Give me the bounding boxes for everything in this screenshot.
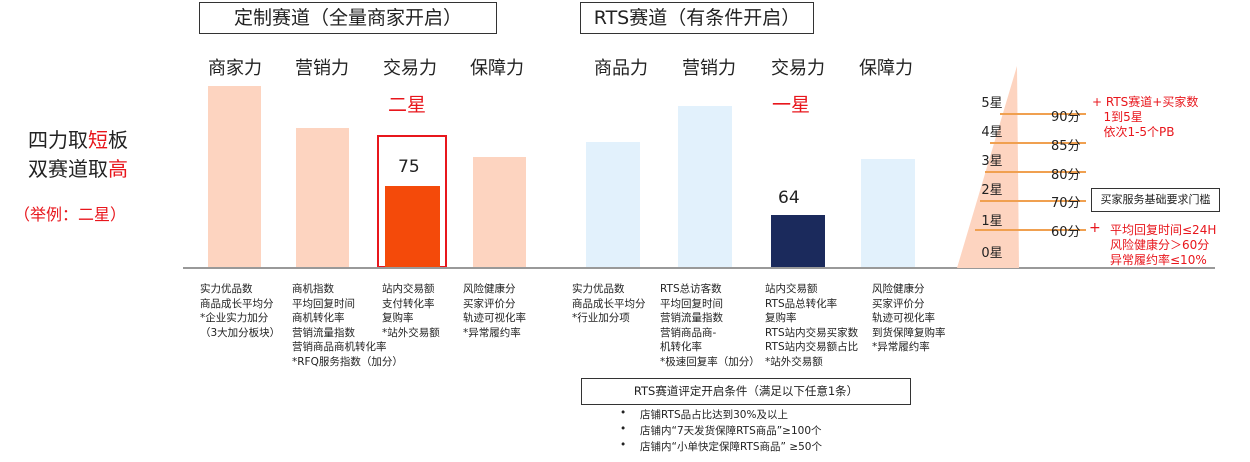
rts-bar-guarantee [861, 159, 915, 267]
star-level: 4星 [981, 125, 1003, 140]
score-level: 60分 [1051, 225, 1081, 240]
rts-metrics-guarantee: 风险健康分 买家评价分 轨迹可视化率 到货保障复购率 *异常履约率 [872, 283, 946, 353]
score-level: 85分 [1051, 139, 1081, 154]
baseline [183, 267, 1215, 269]
custom-bar-marketing [296, 128, 349, 267]
custom-metrics-trade: 站内交易额 支付转化率 复购率 *站外交易额 [382, 283, 440, 339]
custom-col-label: 营销力 [295, 58, 349, 79]
rts-bar-marketing [678, 106, 732, 267]
scale-tick [985, 171, 1086, 173]
rts-metrics-trade: 站内交易额 RTS品总转化率 复购率 RTS站内交易买家数 RTS站内交易额占比… [765, 283, 859, 368]
rts-metrics-marketing: RTS总访客数 平均回复时间 营销流量指数 营销商品商- 机转化率 *极速回复率… [660, 283, 760, 368]
scale-tick [975, 229, 1086, 231]
rts-bar-trade [771, 215, 825, 267]
rts-condition-item: 店铺RTS品占比达到30%及以上 [620, 407, 788, 422]
rts-highlight-value: 64 [778, 188, 800, 208]
rts-bonus-note: + RTS赛道+买家数 1到5星 依次1-5个PB [1092, 95, 1199, 139]
custom-bar-merchant [208, 86, 261, 267]
rts-metrics-product: 实力优品数 商品成长平均分 *行业加分项 [572, 283, 646, 324]
custom-metrics-marketing: 商机指数 平均回复时间 商机转化率 营销流量指数 营销商品商机转化率 *RFQ服… [292, 283, 403, 368]
scale-tick [990, 142, 1086, 144]
star-level: 5星 [981, 96, 1003, 111]
rts-track-title: RTS赛道（有条件开启） [580, 2, 814, 34]
custom-col-label: 保障力 [470, 58, 524, 79]
rts-condition-item: 店铺内“7天发货保障RTS商品”≥100个 [620, 423, 822, 438]
star-scale-triangle [957, 66, 1019, 268]
requirement-note: 平均回复时间≤24H 风险健康分＞60分 异常履约率≤10% [1110, 223, 1217, 267]
rts-col-label: 商品力 [594, 58, 648, 79]
custom-bar-trade [385, 186, 440, 267]
rts-col-label: 保障力 [859, 58, 913, 79]
custom-bar-guarantee [473, 157, 526, 267]
star-level: 2星 [981, 183, 1003, 198]
custom-star-label: 二星 [388, 94, 427, 116]
requirement-plus: + [1089, 220, 1101, 236]
custom-metrics-merchant: 实力优品数 商品成长平均分 *企业实力加分 （3大加分板块） [200, 283, 281, 339]
custom-metrics-guarantee: 风险健康分 买家评价分 轨迹可视化率 *异常履约率 [463, 283, 526, 339]
scale-tick [1000, 113, 1086, 115]
example-note: （举例：二星） [14, 205, 127, 224]
rts-col-label: 交易力 [771, 58, 825, 79]
custom-col-label: 商家力 [208, 58, 262, 79]
score-level: 80分 [1051, 168, 1081, 183]
rts-star-label: 一星 [772, 94, 811, 116]
rts-condition-box: RTS赛道评定开启条件（满足以下任意1条） [581, 378, 911, 405]
rts-condition-title: RTS赛道评定开启条件（满足以下任意1条） [633, 384, 859, 398]
rts-bar-product [586, 142, 640, 267]
threshold-label: 买家服务基础要求门槛 [1091, 188, 1220, 212]
star-level: 3星 [981, 154, 1003, 169]
custom-col-label: 交易力 [383, 58, 437, 79]
scale-tick [980, 200, 1086, 202]
summary-line-1: 四力取短板 [28, 128, 128, 152]
star-level: 1星 [981, 214, 1003, 229]
score-level: 90分 [1051, 110, 1081, 125]
summary-line-2: 双赛道取高 [28, 157, 128, 181]
rts-col-label: 营销力 [682, 58, 736, 79]
rts-condition-item: 店铺内“小单快定保障RTS商品” ≥50个 [620, 439, 822, 454]
score-level: 70分 [1051, 196, 1081, 211]
custom-highlight-value: 75 [398, 157, 420, 177]
threshold-label-text: 买家服务基础要求门槛 [1100, 193, 1211, 206]
custom-track-title: 定制赛道（全量商家开启） [199, 2, 497, 34]
star-level: 0星 [981, 246, 1003, 261]
